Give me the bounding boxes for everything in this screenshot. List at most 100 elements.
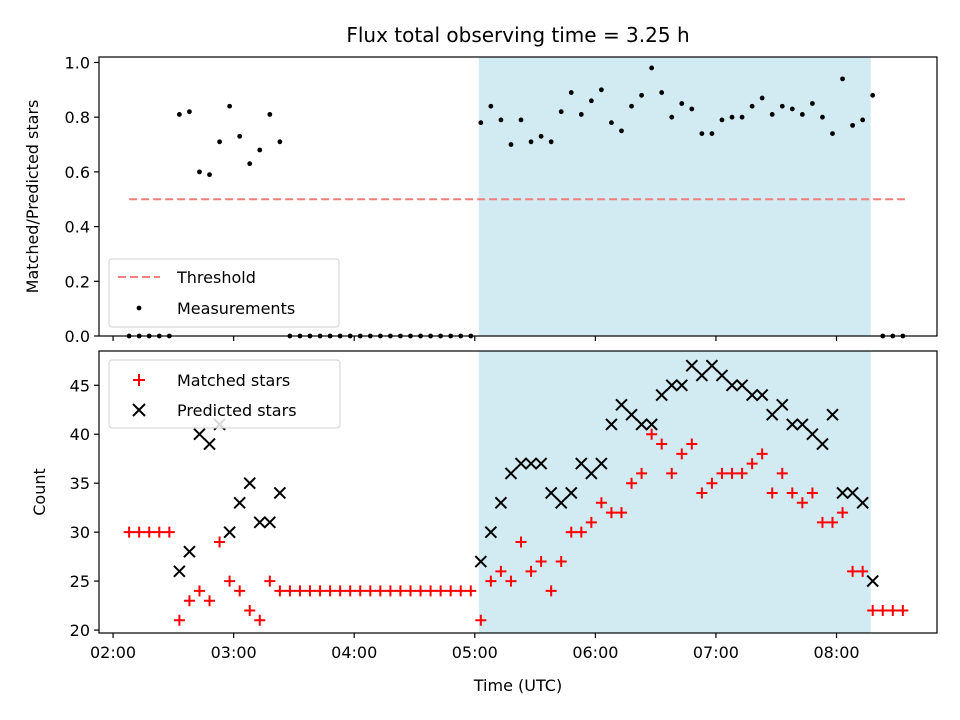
- matched-star-point: [193, 585, 205, 597]
- measurement-point: [578, 112, 584, 117]
- predicted-star-point: [605, 418, 618, 431]
- top-y-tick-label: 0.4: [65, 218, 90, 237]
- predicted-star-point: [233, 496, 246, 509]
- matched-star-point: [897, 604, 909, 616]
- matched-star-point: [756, 448, 768, 460]
- bottom-y-axis-label: Count: [30, 468, 49, 516]
- matched-star-point: [324, 585, 336, 597]
- matched-star-point: [465, 585, 477, 597]
- top-y-tick-label: 1.0: [65, 53, 90, 72]
- measurement-point: [267, 112, 273, 117]
- measurement-point: [709, 131, 715, 136]
- matched-star-point: [847, 565, 859, 577]
- matched-star-point: [646, 428, 658, 440]
- measurement-point: [548, 139, 554, 145]
- measurement-point: [176, 112, 182, 117]
- bottom-shade-region: [478, 351, 871, 633]
- matched-star-point: [123, 526, 135, 538]
- matched-star-point: [374, 585, 386, 597]
- matched-star-point: [354, 585, 366, 597]
- matched-star-point: [565, 526, 577, 538]
- measurement-point: [820, 114, 825, 120]
- matched-star-point: [214, 536, 226, 548]
- matched-star-point: [505, 575, 517, 587]
- matched-star-point: [626, 477, 638, 489]
- predicted-star-point: [816, 437, 829, 451]
- predicted-star-point: [625, 408, 638, 421]
- bottom-y-axis-ticks: 20 25 30 35 40 45: [70, 376, 99, 640]
- matched-star-point: [404, 585, 416, 597]
- matched-star-point: [656, 438, 668, 450]
- matched-star-point: [284, 585, 296, 597]
- predicted-star-point: [474, 555, 488, 568]
- legend-predicted-label: Predicted stars: [177, 401, 297, 420]
- top-axes-frame: [98, 56, 938, 337]
- matched-star-point: [455, 585, 467, 597]
- measurement-point: [488, 103, 494, 109]
- x-tick-label: 04:00: [331, 643, 377, 662]
- predicted-star-point: [665, 379, 678, 392]
- matched-star-point: [204, 595, 216, 607]
- legend-measurements-label: Measurements: [177, 299, 295, 318]
- matched-star-points: [123, 428, 909, 626]
- top-y-tick-label: 0.6: [65, 163, 90, 182]
- predicted-star-point: [494, 496, 508, 509]
- predicted-star-point: [565, 486, 578, 500]
- predicted-star-point: [484, 525, 498, 539]
- predicted-star-point: [263, 516, 277, 529]
- matched-star-point: [495, 565, 507, 577]
- matched-star-point: [686, 438, 698, 450]
- measurement-point: [759, 95, 765, 101]
- measurement-point: [779, 103, 785, 109]
- top-y-tick-label: 0.0: [65, 327, 90, 346]
- matched-star-point: [806, 487, 818, 499]
- matched-star-point: [575, 526, 587, 538]
- bottom-y-tick-label: 25: [70, 572, 90, 591]
- predicted-star-point: [544, 486, 558, 500]
- measurement-point: [679, 101, 685, 106]
- matched-star-point: [445, 585, 457, 597]
- matched-star-point: [746, 458, 758, 470]
- predicted-star-point: [585, 467, 598, 480]
- chart-title: Flux total observing time = 3.25 h: [346, 23, 689, 47]
- matched-star-point: [485, 575, 497, 587]
- legend-matched-label: Matched stars: [177, 371, 290, 390]
- x-tick-label: 02:00: [90, 643, 136, 662]
- legend-plus-mark: [133, 374, 145, 386]
- measurement-point: [739, 114, 745, 120]
- matched-star-point: [384, 585, 396, 597]
- measurement-point: [237, 133, 243, 139]
- top-y-tick-label: 0.8: [65, 108, 90, 127]
- predicted-star-point: [776, 398, 789, 412]
- ratio-panel: 0.0 0.2 0.4 0.6 0.8 1.0 Flux total observing …: [23, 23, 938, 346]
- matched-star-point: [173, 614, 185, 626]
- matched-star-point: [344, 585, 356, 597]
- matched-star-point: [153, 526, 165, 538]
- matched-star-point: [425, 585, 437, 597]
- matched-star-point: [435, 585, 447, 597]
- measurement-point: [257, 147, 263, 153]
- top-x-axis-ticks: [112, 336, 838, 341]
- bottom-axes-frame: [98, 350, 938, 634]
- matched-star-point: [183, 595, 195, 607]
- measurement-point: [639, 92, 644, 98]
- measurement-point: [810, 101, 815, 106]
- matched-star-point: [314, 585, 326, 597]
- measurement-point: [619, 128, 624, 134]
- measurement-point: [840, 76, 845, 82]
- matched-star-point: [133, 526, 145, 538]
- predicted-star-point: [524, 457, 538, 470]
- measurement-point: [518, 117, 524, 123]
- matched-star-point: [364, 585, 376, 597]
- measurement-point: [508, 142, 514, 147]
- measurement-point: [629, 103, 634, 109]
- predicted-star-point: [786, 418, 799, 431]
- matched-star-point: [304, 585, 316, 597]
- matched-star-point: [676, 448, 688, 460]
- measurement-point: [649, 65, 655, 71]
- predicted-star-point: [846, 486, 859, 500]
- predicted-star-point: [635, 418, 648, 431]
- matched-star-point: [545, 585, 557, 597]
- predicted-star-point: [173, 565, 186, 578]
- measurement-point: [277, 139, 283, 145]
